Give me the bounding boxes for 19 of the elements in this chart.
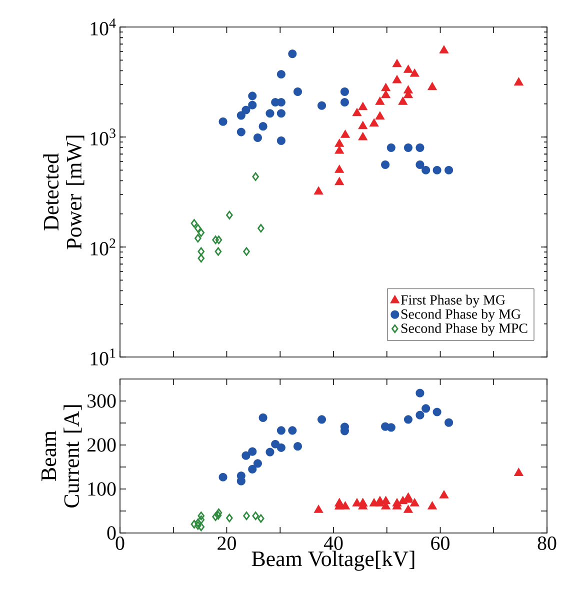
y-tick-label: 300	[88, 394, 116, 408]
x-tick-label: 20	[218, 536, 236, 550]
legend-label: Second Phase by MG	[401, 308, 521, 322]
y-tick-label: 0	[107, 526, 116, 540]
y-tick-label: 10$^{3}$	[90, 128, 116, 146]
y-tick-label: 100	[88, 482, 116, 496]
x-tick-label: 60	[431, 536, 450, 550]
x-tick-label: 0	[116, 536, 124, 550]
legend-label: Second Phase by MPC	[401, 323, 528, 336]
y-tick-label: 200	[87, 438, 116, 452]
x-tick-label: 40	[324, 536, 343, 550]
legend-label: First Phase by MG	[400, 294, 506, 308]
y-axis-title: Beam Current [A]	[42, 405, 82, 508]
x-tick-label: 80	[538, 536, 556, 550]
y-axis-title: Detected Power [mW]	[43, 136, 84, 250]
y-tick-label: 10$^{1}$	[90, 348, 116, 366]
x-axis-title: Beam Voltage[kV]	[252, 550, 414, 571]
y-tick-label: 10$^{4}$	[90, 18, 116, 36]
y-tick-label: 10$^{2}$	[90, 238, 116, 256]
